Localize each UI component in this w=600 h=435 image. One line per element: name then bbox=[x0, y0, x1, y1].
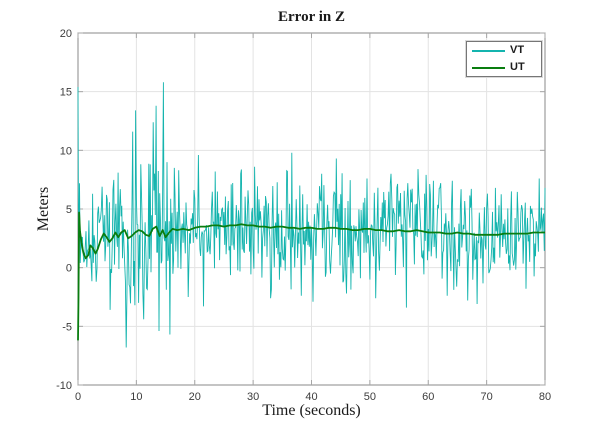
y-tick-label: -10 bbox=[56, 380, 72, 392]
x-tick-label: 20 bbox=[189, 391, 201, 403]
x-axis-label: Time (seconds) bbox=[262, 402, 361, 419]
y-tick-label: -5 bbox=[62, 321, 72, 333]
y-tick-label: 0 bbox=[66, 263, 72, 275]
ut-series-line bbox=[77, 211, 545, 341]
y-tick-label: 10 bbox=[60, 145, 72, 157]
y-tick-label: 5 bbox=[66, 204, 72, 216]
y-tick-label: 15 bbox=[60, 87, 72, 99]
y-axis-label: Meters bbox=[35, 186, 52, 232]
y-tick-label: 20 bbox=[60, 28, 72, 40]
x-tick-label: 70 bbox=[481, 391, 493, 403]
x-tick-label: 10 bbox=[130, 391, 142, 403]
ut-line-swatch bbox=[472, 66, 505, 69]
legend: VT UT bbox=[466, 41, 542, 77]
x-tick-label: 50 bbox=[364, 391, 376, 403]
x-tick-label: 40 bbox=[305, 391, 317, 403]
legend-entry-vt: VT bbox=[467, 42, 541, 59]
chart-title: Error in Z bbox=[278, 9, 345, 25]
legend-label-vt: VT bbox=[510, 44, 525, 56]
vt-line-swatch bbox=[472, 49, 505, 52]
legend-entry-ut: UT bbox=[467, 59, 541, 76]
legend-label-ut: UT bbox=[510, 61, 525, 73]
x-tick-label: 80 bbox=[539, 391, 551, 403]
x-tick-label: 0 bbox=[75, 391, 81, 403]
x-tick-label: 30 bbox=[247, 391, 259, 403]
x-tick-label: 60 bbox=[422, 391, 434, 403]
